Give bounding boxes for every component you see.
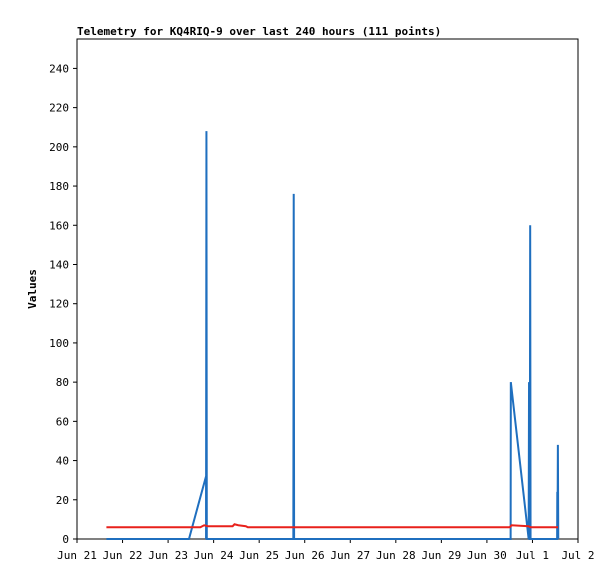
x-tick-label-7: Jun 28 — [376, 549, 416, 562]
x-tick-label-10: Jul 1 — [516, 549, 549, 562]
x-tick-label-1: Jun 22 — [103, 549, 143, 562]
x-tick-label-5: Jun 26 — [285, 549, 325, 562]
series-line-0 — [106, 131, 560, 540]
x-tick-label-8: Jun 29 — [421, 549, 461, 562]
y-axis: 0 20 40 60 80 100 120 140 160 180 200 220 240 — [49, 62, 77, 546]
plot-area — [76, 38, 579, 540]
x-tick-label-6: Jun 27 — [330, 549, 370, 562]
series-line-1 — [106, 523, 559, 529]
y-tick-label-1: 20 — [56, 494, 69, 507]
chart-title: Telemetry for KQ4RIQ-9 over last 240 hou… — [77, 25, 441, 38]
y-tick-label-12: 240 — [49, 62, 69, 75]
y-tick-label-3: 60 — [56, 415, 69, 428]
y-tick-label-4: 80 — [56, 376, 69, 389]
y-tick-label-5: 100 — [49, 337, 69, 350]
y-tick-label-7: 140 — [49, 258, 69, 271]
x-axis: Jun 21 Jun 22 Jun 23 Jun 24 Jun 25 Jun 26 Jun … — [57, 539, 595, 562]
y-tick-label-0: 0 — [62, 533, 69, 546]
x-tick-label-9: Jun 30 — [467, 549, 507, 562]
y-tick-label-8: 160 — [49, 219, 69, 232]
x-tick-label-11: Jul 2 — [561, 549, 594, 562]
y-tick-label-9: 180 — [49, 180, 69, 193]
y-tick-label-11: 220 — [49, 102, 69, 115]
x-tick-label-3: Jun 24 — [194, 549, 234, 562]
x-tick-label-0: Jun 21 — [57, 549, 97, 562]
y-tick-label-2: 40 — [56, 455, 69, 468]
y-tick-label-10: 200 — [49, 141, 69, 154]
y-tick-label-6: 120 — [49, 298, 69, 311]
x-tick-label-2: Jun 23 — [148, 549, 188, 562]
series-layer — [106, 131, 560, 540]
y-axis-label: Values — [26, 269, 39, 309]
x-tick-label-4: Jun 25 — [239, 549, 279, 562]
